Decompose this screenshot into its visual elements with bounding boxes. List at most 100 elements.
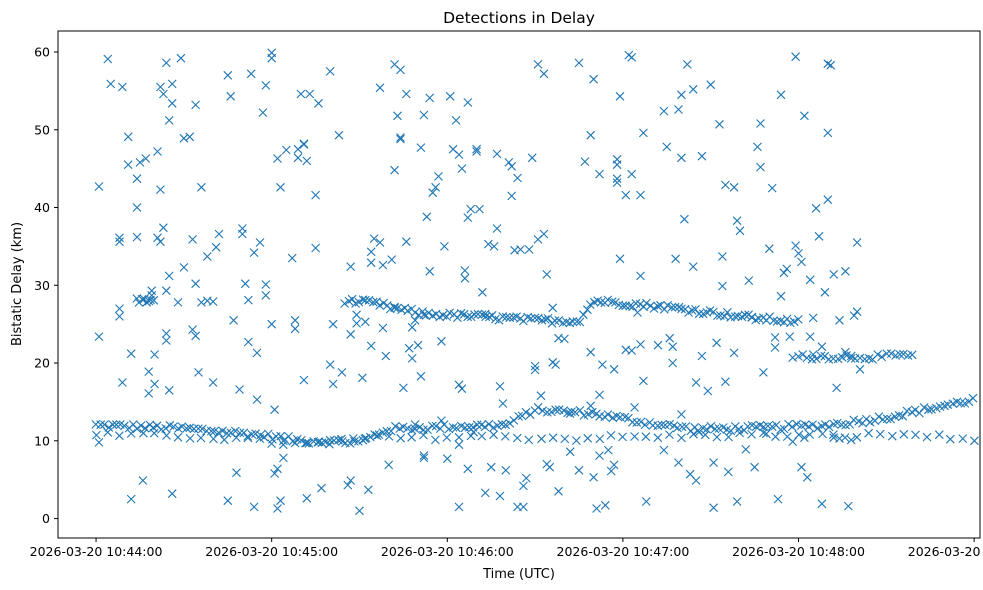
- data-point: [141, 154, 151, 163]
- data-point: [251, 429, 260, 438]
- data-point: [314, 437, 324, 447]
- data-point: [808, 350, 818, 359]
- data-point: [824, 422, 834, 432]
- data-point: [360, 295, 370, 305]
- data-point: [390, 302, 399, 312]
- data-point: [596, 298, 606, 307]
- data-point: [565, 409, 575, 418]
- data-point: [410, 315, 420, 325]
- data-point: [390, 303, 399, 313]
- data-point: [677, 410, 686, 419]
- data-point: [273, 154, 282, 163]
- y-axis: 0 10 20 30 40 50 60: [34, 44, 58, 526]
- data-point: [537, 315, 547, 325]
- data-point: [396, 433, 406, 443]
- data-point: [640, 420, 650, 430]
- data-point: [179, 263, 189, 272]
- data-point: [118, 82, 127, 92]
- data-point: [302, 156, 312, 166]
- data-point: [407, 322, 417, 332]
- data-point: [501, 465, 511, 475]
- data-point: [123, 132, 133, 142]
- data-point: [378, 323, 388, 333]
- data-point: [410, 420, 420, 429]
- data-point: [276, 496, 285, 506]
- data-point: [211, 242, 221, 252]
- data-point: [115, 233, 124, 243]
- data-point: [355, 506, 364, 516]
- data-point: [677, 153, 686, 163]
- data-point: [849, 311, 859, 320]
- data-point: [606, 431, 616, 440]
- data-point: [583, 433, 593, 443]
- data-point: [416, 143, 426, 152]
- data-point: [852, 307, 862, 317]
- data-point: [147, 286, 157, 296]
- data-point: [218, 426, 227, 436]
- data-point: [103, 54, 113, 64]
- y-tick-label: 0: [42, 511, 50, 526]
- data-point: [423, 425, 432, 434]
- data-point: [677, 433, 686, 443]
- data-point: [715, 119, 724, 129]
- plot-frame: [57, 30, 981, 539]
- data-point: [317, 438, 327, 448]
- data-point: [273, 504, 282, 513]
- data-point: [120, 421, 129, 431]
- data-point: [657, 420, 667, 430]
- data-point: [249, 248, 259, 257]
- data-point: [691, 305, 700, 314]
- data-point: [521, 407, 531, 417]
- data-point: [354, 297, 364, 307]
- data-point: [674, 105, 683, 114]
- x-tick-label: 2026-03-20 10:47:00: [557, 544, 690, 559]
- data-point: [299, 375, 309, 385]
- data-point: [363, 485, 373, 495]
- data-point: [416, 371, 426, 381]
- data-point: [427, 421, 437, 431]
- data-point: [136, 421, 146, 430]
- data-point: [156, 237, 165, 247]
- data-point: [595, 434, 605, 444]
- data-point: [345, 439, 355, 448]
- data-point: [750, 462, 759, 472]
- data-point: [437, 416, 446, 425]
- data-point: [732, 216, 742, 226]
- data-point: [642, 298, 651, 308]
- data-point: [630, 432, 639, 441]
- data-point: [348, 434, 358, 443]
- data-point: [846, 435, 856, 445]
- data-point: [709, 503, 718, 513]
- data-point: [424, 308, 433, 318]
- data-point: [852, 432, 862, 442]
- data-point: [346, 262, 356, 271]
- data-point: [287, 253, 297, 263]
- data-point: [756, 119, 765, 128]
- data-point: [721, 377, 730, 387]
- data-point: [600, 500, 610, 510]
- data-point: [697, 151, 707, 161]
- data-point: [536, 391, 546, 401]
- data-point: [167, 79, 177, 89]
- data-point: [489, 430, 498, 440]
- data-point: [197, 298, 206, 307]
- data-point: [680, 214, 689, 224]
- data-point: [958, 434, 968, 443]
- data-point: [372, 431, 382, 441]
- data-point: [729, 182, 739, 192]
- data-point: [771, 432, 780, 442]
- data-point: [595, 390, 604, 400]
- data-point: [612, 178, 622, 187]
- data-point: [846, 354, 856, 363]
- data-point: [153, 147, 162, 156]
- data-point: [945, 434, 955, 444]
- data-point: [366, 247, 376, 257]
- data-point: [583, 409, 593, 419]
- data-point: [235, 385, 244, 394]
- data-point: [633, 308, 642, 317]
- data-point: [489, 242, 499, 251]
- data-point: [665, 333, 675, 343]
- data-point: [542, 270, 552, 279]
- data-point: [829, 419, 839, 429]
- data-point: [311, 190, 320, 200]
